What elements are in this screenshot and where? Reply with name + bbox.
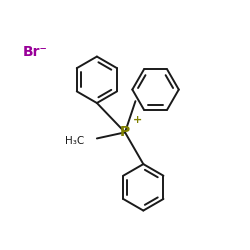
Text: H₃C: H₃C	[66, 136, 85, 146]
Text: P: P	[120, 125, 130, 139]
Text: +: +	[132, 115, 142, 125]
Text: Br⁻: Br⁻	[22, 45, 47, 59]
